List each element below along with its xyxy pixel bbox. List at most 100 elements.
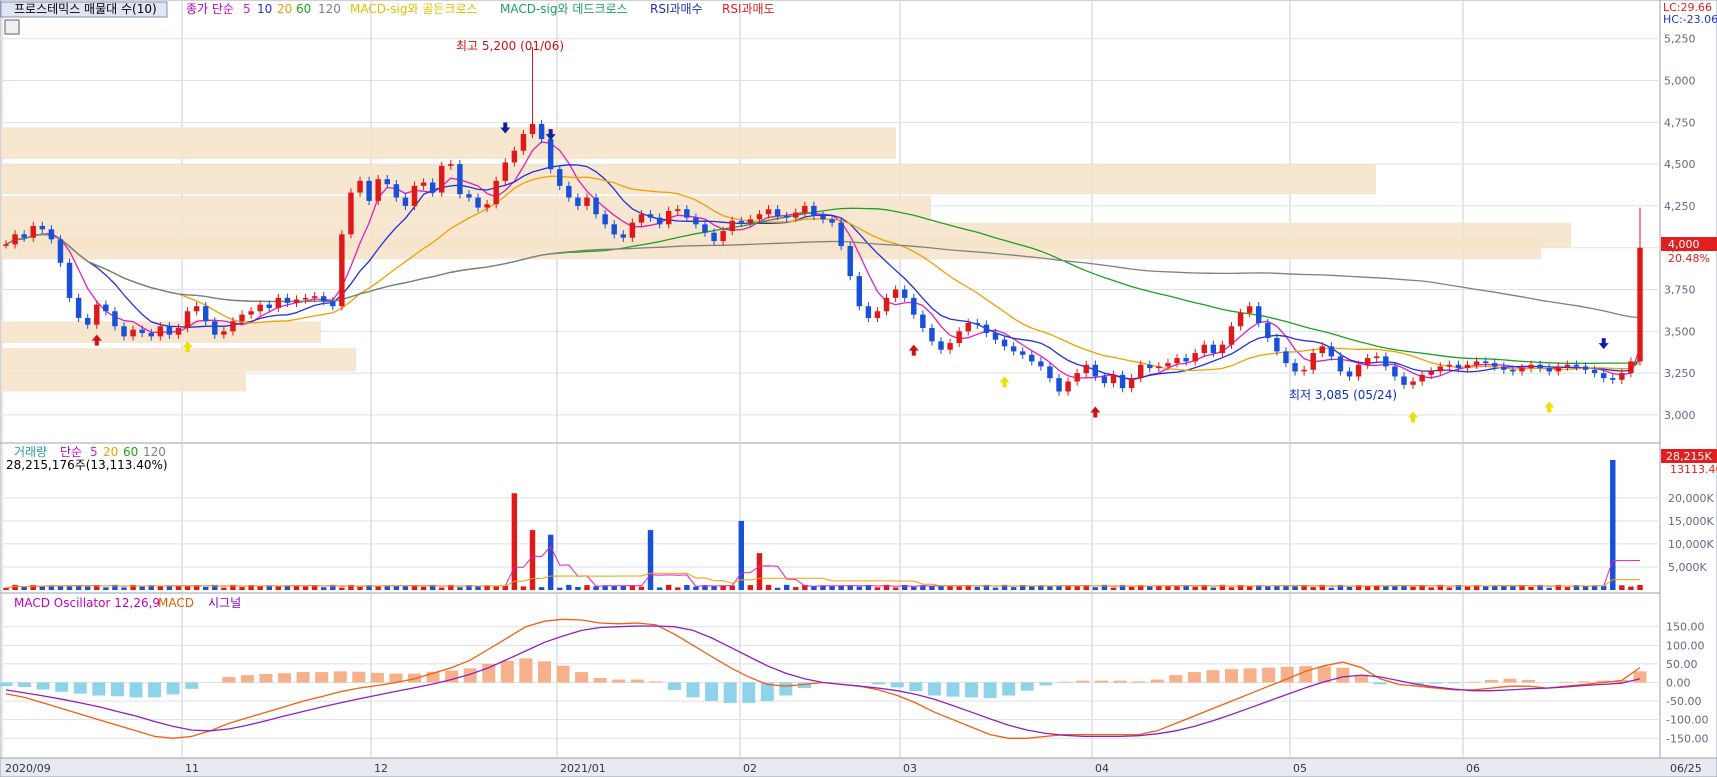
x-tick-label: 04 — [1095, 762, 1109, 775]
macd-histogram-bar — [630, 679, 644, 683]
volume-bar — [774, 587, 781, 590]
volume-tick-label: 5,000K — [1668, 561, 1707, 574]
macd-histogram-bar — [426, 671, 440, 683]
signal-arrows — [91, 122, 1609, 423]
volume-bar — [1001, 584, 1008, 590]
macd-histogram-bar — [890, 682, 904, 688]
ma20-label: 20 — [277, 2, 292, 16]
volume-bar — [439, 587, 445, 590]
volume-bar — [266, 585, 272, 590]
volume-bar — [847, 585, 853, 590]
candle-body — [239, 314, 245, 322]
ma120-label: 120 — [318, 2, 341, 16]
candle-body — [1610, 378, 1616, 380]
candle-body — [311, 296, 318, 298]
price-tick-label: 5,250 — [1664, 33, 1696, 46]
candle-body — [212, 321, 218, 335]
macd-histogram-bar — [1447, 682, 1461, 684]
macd-histogram-bar — [723, 682, 737, 703]
candle-body — [1110, 374, 1117, 384]
candle-body — [475, 197, 481, 208]
candle-body — [947, 343, 953, 350]
macd-histogram-bar — [259, 673, 273, 683]
price-tick-label: 3,000 — [1664, 409, 1696, 422]
candle-body — [302, 297, 309, 300]
candle-body — [665, 210, 672, 225]
candle-body — [293, 299, 300, 303]
macd-histogram-bar — [1429, 682, 1443, 684]
macd-histogram-bar — [1503, 678, 1517, 683]
candle-body — [1029, 354, 1035, 362]
candle-body — [66, 262, 73, 298]
macd-histogram-bar — [612, 679, 626, 683]
candle-body — [802, 205, 808, 213]
candle-body — [130, 329, 136, 337]
candle-body — [257, 304, 263, 312]
candle-body — [1301, 369, 1307, 372]
candle-body — [901, 289, 908, 298]
volume-bar — [1092, 587, 1099, 590]
volume-bar — [166, 585, 173, 590]
volume-bar — [375, 586, 381, 590]
candle-body — [284, 297, 291, 303]
macd-histogram-bar — [408, 673, 421, 683]
macd-histogram-bar — [1225, 669, 1238, 683]
volume-bars — [3, 460, 1643, 590]
volume-bar — [892, 587, 899, 590]
volume-bar — [57, 585, 64, 590]
candle-body — [1192, 353, 1198, 362]
candle-body — [393, 184, 400, 198]
volume-tick-label: 15,000K — [1668, 515, 1714, 528]
candle-body — [1501, 366, 1507, 370]
price-tick-label: 3,250 — [1664, 367, 1696, 380]
volume-bar — [121, 587, 127, 590]
candle-body — [1137, 364, 1144, 379]
candle-body — [3, 244, 9, 246]
volume-bar — [357, 586, 363, 590]
price-tick-label: 4,500 — [1664, 158, 1696, 171]
high-annotation: 최고 5,200 (01/06) — [456, 39, 564, 53]
candle-body — [1482, 361, 1489, 364]
volume-bar — [1065, 585, 1071, 590]
candle-body — [21, 234, 27, 238]
volume-bar — [538, 587, 545, 590]
candle-body — [920, 314, 926, 328]
vma5-label: 5 — [90, 445, 98, 459]
main-legend: 프로스테믹스 매물대 수(10) 종가 단순 5 10 20 60 120 MA… — [0, 1, 775, 35]
candle-body — [956, 331, 962, 344]
macd-histogram-bar — [1169, 675, 1183, 683]
volume-profile-bar — [1, 164, 1376, 195]
volume-bar — [1319, 584, 1326, 590]
volume-bar — [366, 585, 372, 590]
volume-bar — [929, 586, 935, 590]
macd-histogram-bar — [1206, 670, 1220, 683]
volume-bar — [184, 586, 191, 590]
signal-line-label: 시그널 — [208, 596, 241, 610]
candle-body — [1283, 351, 1289, 364]
vma20-label: 20 — [103, 445, 118, 459]
candle-body — [384, 179, 390, 185]
signal-arrow — [91, 334, 102, 346]
candle-body — [992, 332, 999, 340]
volume-bar — [1083, 585, 1089, 590]
volume-bar — [1464, 586, 1471, 590]
candle-body — [720, 231, 726, 242]
candle-body — [620, 234, 627, 238]
menu-grid-icon[interactable] — [4, 19, 20, 35]
candle-body — [1183, 358, 1189, 362]
candle-body — [1464, 364, 1471, 369]
candle-body — [348, 192, 354, 235]
macd-histogram-bar — [315, 672, 329, 683]
macd-histogram-bar — [1596, 680, 1610, 683]
candle-body — [184, 311, 191, 328]
candle-body — [929, 327, 935, 342]
macd-histogram-bar — [983, 682, 997, 699]
volume-bar — [12, 584, 18, 590]
candle-body — [1383, 356, 1389, 367]
candle-body — [1410, 381, 1416, 385]
macd-histogram-bar — [797, 682, 811, 689]
y-axis-strip — [1659, 0, 1717, 759]
macd-histogram-bar — [500, 660, 514, 683]
volume-bar — [865, 584, 872, 590]
